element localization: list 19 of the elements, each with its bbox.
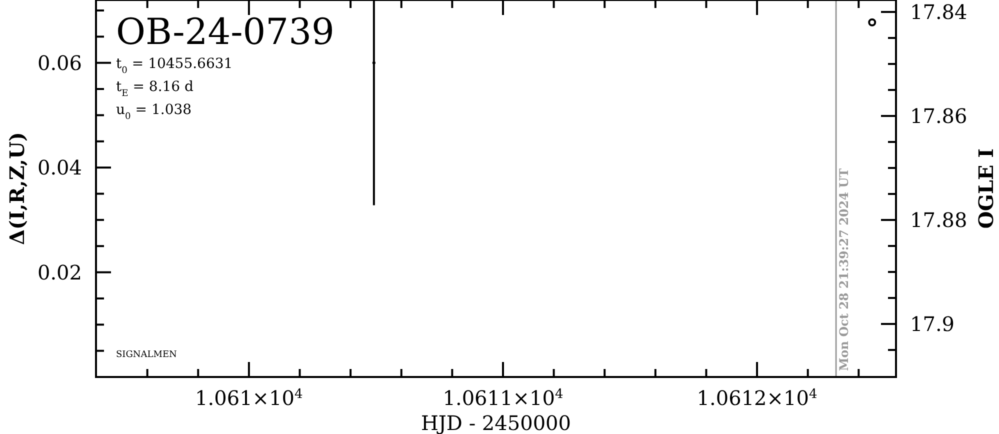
annotation: t$_{E}$ = 8.16 d [116,79,194,99]
y-tick-label: 0.06 [37,50,82,75]
y2-axis-title: OGLE I [974,148,998,229]
annotation: t$_{0}$ = 10455.6631 [116,56,233,76]
x-tick-label: 1.0612×10$^{4}$ [696,386,818,410]
y-axis-title: Δ(I,R,Z,U) [5,132,29,245]
y2-tick-label: 17.86 [910,104,968,128]
x-tick-label: 1.0611×10$^{4}$ [442,386,564,410]
annotation: SIGNALMEN [116,350,178,360]
chart-title: OB-24-0739 [116,12,334,53]
y-tick-label: 0.04 [37,156,82,180]
annotation: u$_{0}$ = 1.038 [116,102,192,122]
y2-tick-label: 17.88 [910,208,968,232]
x-tick-label: 1.061×10$^{4}$ [195,386,303,410]
x-axis-title: HJD - 2450000 [420,411,572,434]
y2-tick-label: 17.9 [910,312,955,336]
y-tick-label: 0.02 [37,260,82,284]
y2-tick-label: 17.84 [910,0,968,24]
annotation: Mon Oct 28 21:39:27 2024 UT [837,168,852,371]
